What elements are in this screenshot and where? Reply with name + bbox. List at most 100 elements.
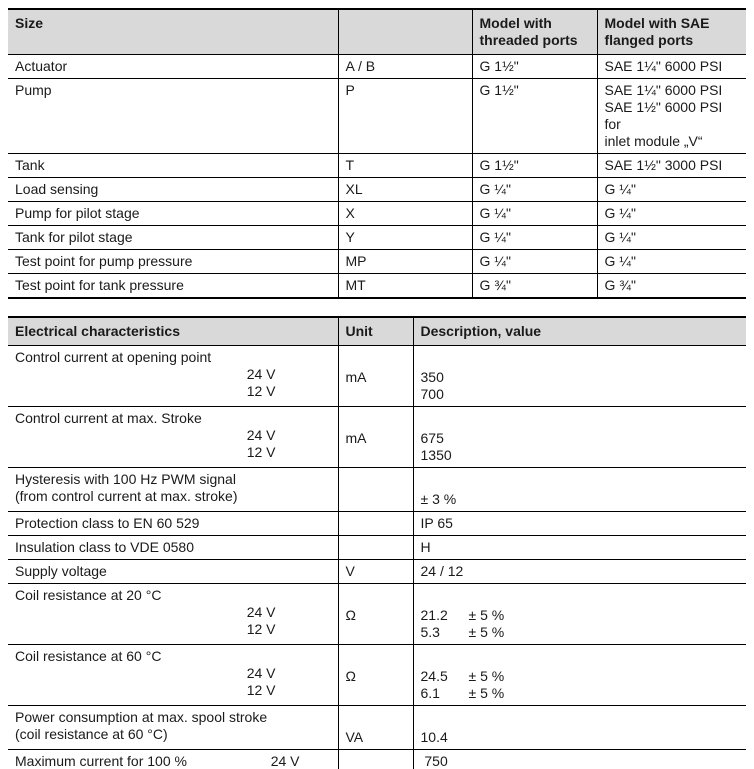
cell-characteristic: Maximum current for 100 % 24 V relative … <box>8 749 338 769</box>
cell-characteristic: Control current at max. Stroke 24 V 12 V <box>8 406 338 468</box>
cell-description: 21.2 5.3 ± 5 % ± 5 % <box>412 583 746 645</box>
table-row: Tank T G 1½" SAE 1½" 3000 PSI <box>8 153 746 178</box>
electrical-table: Electrical characteristics Unit Descript… <box>8 316 746 769</box>
table-row: Actuator A / B G 1½" SAE 1¼" 6000 PSI <box>8 54 746 79</box>
table-row: Hysteresis with 100 Hz PWM signal (from … <box>8 467 746 512</box>
cell-flanged-size: SAE 1½" 3000 PSI <box>596 153 746 178</box>
cell-threaded-size: G ¼" <box>471 225 597 250</box>
cell-description: H <box>412 535 746 560</box>
cell-characteristic: Supply voltage <box>8 559 338 584</box>
cell-threaded-size: G ¼" <box>471 177 597 202</box>
cell-description: IP 65 <box>412 511 746 536</box>
cell-port-code: P <box>337 78 472 154</box>
table-row: Tank for pilot stage Y G ¼" G ¼" <box>8 225 746 250</box>
cell-threaded-size: G 1½" <box>471 78 597 154</box>
cell-unit: VA <box>337 705 413 750</box>
cell-size-name: Tank <box>8 153 338 178</box>
table-row: Protection class to EN 60 529 IP 65 <box>8 511 746 536</box>
table-row: Supply voltage V 24 / 12 <box>8 559 746 584</box>
header-cell-description: Description, value <box>412 317 746 346</box>
cell-threaded-size: G ¾" <box>471 273 597 298</box>
cell-characteristic: Insulation class to VDE 0580 <box>8 535 338 560</box>
table-row: Electrical characteristics Unit Descript… <box>8 317 746 346</box>
description-tolerances: ± 5 % ± 5 % <box>468 607 505 640</box>
cell-characteristic: Hysteresis with 100 Hz PWM signal (from … <box>8 467 338 512</box>
cell-flanged-size: SAE 1¼" 6000 PSI SAE 1½" 6000 PSI for in… <box>596 78 746 154</box>
cell-port-code: X <box>337 201 472 226</box>
cell-unit: mA <box>337 406 413 468</box>
cell-unit <box>337 535 413 560</box>
voltage-sub-labels: 24 V 12 V <box>246 366 276 399</box>
size-table: Size Model with threaded ports Model wit… <box>8 8 746 299</box>
characteristic-label: Coil resistance at 60 °C <box>15 648 162 664</box>
header-cell-flanged: Model with SAE flanged ports <box>596 9 746 55</box>
header-cell-unit: Unit <box>337 317 413 346</box>
cell-port-code: MT <box>337 273 472 298</box>
cell-size-name: Pump <box>8 78 338 154</box>
cell-flanged-size: G ¾" <box>596 273 746 298</box>
description-values: 24.5 6.1 <box>420 668 448 701</box>
header-cell-code <box>337 9 472 55</box>
electrical-table-header: Electrical characteristics Unit Descript… <box>8 317 746 346</box>
characteristic-label: Control current at max. Stroke <box>15 410 202 426</box>
cell-flanged-size: G ¼" <box>596 249 746 274</box>
cell-description: 350 700 <box>412 345 746 407</box>
table-row: Test point for tank pressure MT G ¾" G ¾… <box>8 273 746 298</box>
cell-port-code: XL <box>337 177 472 202</box>
cell-size-name: Pump for pilot stage <box>8 201 338 226</box>
table-row: Insulation class to VDE 0580 H <box>8 535 746 560</box>
cell-unit <box>337 467 413 512</box>
cell-description: 750 1500 <box>412 749 746 769</box>
cell-unit: Ω <box>337 644 413 706</box>
cell-size-name: Tank for pilot stage <box>8 225 338 250</box>
cell-size-name: Load sensing <box>8 177 338 202</box>
cell-flanged-size: G ¼" <box>596 225 746 250</box>
table-row: Power consumption at max. spool stroke (… <box>8 705 746 750</box>
cell-port-code: MP <box>337 249 472 274</box>
description-tolerances: ± 5 % ± 5 % <box>468 668 505 701</box>
cell-size-name: Test point for tank pressure <box>8 273 338 298</box>
header-cell-characteristics: Electrical characteristics <box>8 317 338 346</box>
header-cell-threaded: Model with threaded ports <box>471 9 597 55</box>
cell-port-code: A / B <box>337 54 472 79</box>
cell-threaded-size: G ¼" <box>471 201 597 226</box>
table-row: Test point for pump pressure MP G ¼" G ¼… <box>8 249 746 274</box>
cell-unit <box>337 511 413 536</box>
voltage-sub-label: 24 V <box>270 753 300 769</box>
characteristic-label-line: Maximum current for 100 % 24 V <box>15 753 332 769</box>
characteristic-label: Maximum current for 100 % <box>15 753 187 769</box>
table-row: Control current at opening point 24 V 12… <box>8 345 746 407</box>
cell-flanged-size: G ¼" <box>596 201 746 226</box>
cell-unit: Ω <box>337 583 413 645</box>
cell-unit: mA <box>337 749 413 769</box>
voltage-sub-labels: 24 V 12 V <box>246 427 276 460</box>
cell-flanged-size: G ¼" <box>596 177 746 202</box>
cell-characteristic: Power consumption at max. spool stroke (… <box>8 705 338 750</box>
cell-description: ± 3 % <box>412 467 746 512</box>
cell-characteristic: Control current at opening point 24 V 12… <box>8 345 338 407</box>
cell-description: 675 1350 <box>412 406 746 468</box>
cell-threaded-size: G ¼" <box>471 249 597 274</box>
cell-description: 24.5 6.1 ± 5 % ± 5 % <box>412 644 746 706</box>
cell-characteristic: Coil resistance at 20 °C 24 V 12 V <box>8 583 338 645</box>
table-row: Pump for pilot stage X G ¼" G ¼" <box>8 201 746 226</box>
cell-unit: mA <box>337 345 413 407</box>
cell-threaded-size: G 1½" <box>471 54 597 79</box>
cell-characteristic: Protection class to EN 60 529 <box>8 511 338 536</box>
table-row: Maximum current for 100 % 24 V relative … <box>8 749 746 769</box>
table-row: Coil resistance at 20 °C 24 V 12 V Ω 21.… <box>8 583 746 645</box>
cell-description: 24 / 12 <box>412 559 746 584</box>
description-values: 21.2 5.3 <box>420 607 448 640</box>
characteristic-label: Coil resistance at 20 °C <box>15 587 162 603</box>
voltage-sub-labels: 24 V 12 V <box>246 665 276 698</box>
cell-unit: V <box>337 559 413 584</box>
header-cell-size: Size <box>8 9 338 55</box>
table-row: Load sensing XL G ¼" G ¼" <box>8 177 746 202</box>
cell-flanged-size: SAE 1¼" 6000 PSI <box>596 54 746 79</box>
cell-threaded-size: G 1½" <box>471 153 597 178</box>
table-row: Control current at max. Stroke 24 V 12 V… <box>8 406 746 468</box>
cell-size-name: Test point for pump pressure <box>8 249 338 274</box>
cell-port-code: T <box>337 153 472 178</box>
table-row: Pump P G 1½" SAE 1¼" 6000 PSI SAE 1½" 60… <box>8 78 746 154</box>
